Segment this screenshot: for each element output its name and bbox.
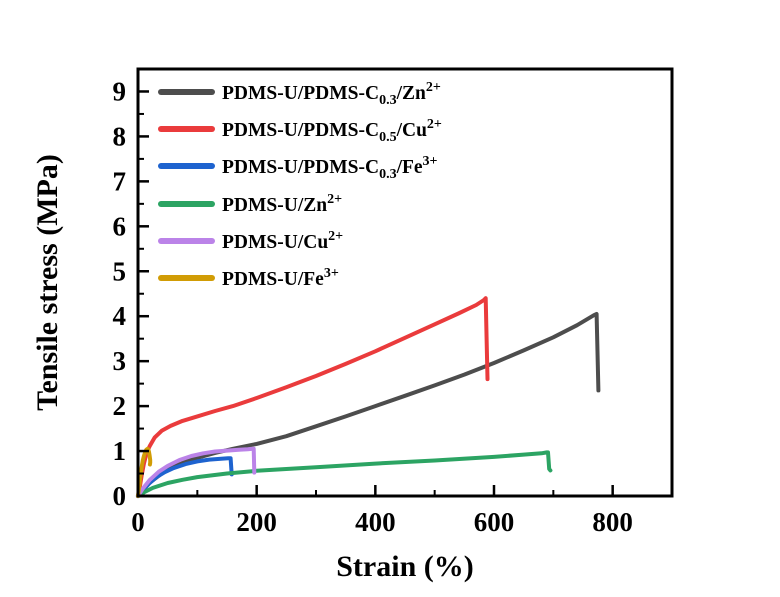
legend-label: PDMS-U/PDMS-C0.5/Cu2+ xyxy=(222,117,442,145)
legend-entry: PDMS-U/Zn2+ xyxy=(158,192,342,216)
y-tick-label: 6 xyxy=(113,211,127,241)
series-line-4 xyxy=(136,446,257,498)
legend-label: PDMS-U/PDMS-C0.3/Fe3+ xyxy=(222,154,438,182)
legend-entry: PDMS-U/PDMS-C0.5/Cu2+ xyxy=(158,117,442,145)
curves-group xyxy=(136,296,601,498)
series-line-3 xyxy=(136,450,553,498)
x-tick-label: 800 xyxy=(592,507,633,537)
y-tick-label: 3 xyxy=(113,346,127,376)
legend-label: PDMS-U/Fe3+ xyxy=(222,266,339,290)
x-tick-label: 600 xyxy=(474,507,515,537)
legend-label: PDMS-U/Zn2+ xyxy=(222,192,342,216)
legend-entry: PDMS-U/PDMS-C0.3/Zn2+ xyxy=(158,80,441,108)
y-tick-label: 9 xyxy=(113,76,127,106)
y-tick-label: 5 xyxy=(113,256,127,286)
y-tick-label: 0 xyxy=(113,481,127,511)
legend: PDMS-U/PDMS-C0.3/Zn2+ PDMS-U/PDMS-C0.5/Cu… xyxy=(158,80,442,290)
axis-ticks xyxy=(136,90,614,498)
legend-label: PDMS-U/Cu2+ xyxy=(222,229,343,253)
legend-entry: PDMS-U/Fe3+ xyxy=(158,266,339,290)
series-line-0 xyxy=(136,312,601,498)
tick-labels: 0 200 400 600 800 0 1 2 3 4 5 6 7 8 9 xyxy=(113,76,633,537)
x-axis-title: Strain (%) xyxy=(336,550,474,583)
x-tick-label: 200 xyxy=(236,507,277,537)
y-axis-title: Tensile stress (MPa) xyxy=(31,154,64,411)
legend-label: PDMS-U/PDMS-C0.3/Zn2+ xyxy=(222,80,441,108)
x-tick-label: 0 xyxy=(131,507,145,537)
legend-entry: PDMS-U/Cu2+ xyxy=(158,229,343,253)
y-tick-label: 2 xyxy=(113,391,127,421)
y-tick-label: 8 xyxy=(113,121,127,151)
x-tick-label: 400 xyxy=(355,507,396,537)
y-tick-label: 7 xyxy=(113,166,127,196)
plot-frame xyxy=(136,67,674,498)
y-tick-label: 1 xyxy=(113,436,127,466)
legend-entry: PDMS-U/PDMS-C0.3/Fe3+ xyxy=(158,154,438,182)
y-tick-label: 4 xyxy=(113,301,127,331)
